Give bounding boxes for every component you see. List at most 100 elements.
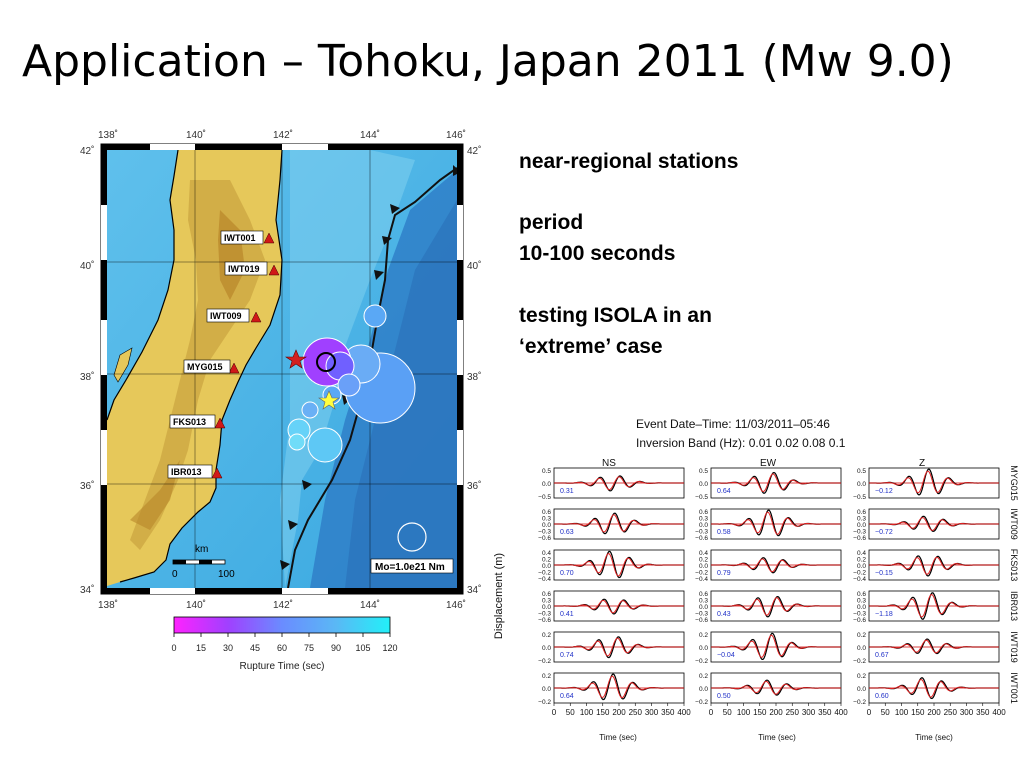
colorbar-tick: 30 <box>223 643 233 653</box>
scale-bar: km 0 100 <box>172 544 235 580</box>
synthetic-waveform <box>554 637 684 657</box>
y-tick-label: 0.6 <box>857 509 866 516</box>
y-tick-label: 0.0 <box>699 645 708 652</box>
synthetic-waveform <box>869 594 999 618</box>
y-tick-label: 0.5 <box>857 468 866 475</box>
colorbar-tick: 15 <box>196 643 206 653</box>
note-line-3: 10-100 seconds <box>519 242 676 265</box>
synthetic-waveform <box>711 597 841 616</box>
variance-reduction-label: 0.58 <box>717 529 731 536</box>
y-tick-label: 0.2 <box>699 632 708 639</box>
y-tick-label: 0.2 <box>542 632 551 639</box>
svg-text:100: 100 <box>218 569 235 580</box>
station-row-label: IWT019 <box>1009 631 1019 663</box>
y-tick-label: 0.5 <box>542 468 551 475</box>
x-tick-label: 400 <box>834 708 848 717</box>
x-tick-label: 400 <box>992 708 1006 717</box>
y-tick-label: 0.2 <box>699 673 708 680</box>
synthetic-waveform <box>869 517 999 531</box>
y-tick-label: 0.2 <box>542 673 551 680</box>
y-tick-label: 0.6 <box>857 591 866 598</box>
y-tick-label: 0.3 <box>857 516 866 523</box>
lat-tick-right: 38˚ <box>467 371 481 383</box>
x-tick-label: 300 <box>960 708 974 717</box>
y-tick-label: −0.2 <box>695 658 708 665</box>
station-marker <box>214 417 226 429</box>
x-tick-label: 350 <box>818 708 832 717</box>
rupture-time-colorbar <box>173 616 391 634</box>
lon-tick-bottom: 138˚ <box>98 599 118 611</box>
station-row-label: IBR013 <box>1009 591 1019 621</box>
y-tick-label: −0.6 <box>853 617 866 624</box>
station-row-label: MYG015 <box>1009 465 1019 501</box>
synthetic-waveform <box>711 511 841 535</box>
x-axis-label: Time (sec) <box>758 733 796 742</box>
y-tick-label: 0.2 <box>857 632 866 639</box>
trench-line <box>287 167 457 588</box>
x-tick-label: 150 <box>753 708 767 717</box>
y-tick-label: 0.0 <box>857 686 866 693</box>
x-tick-label: 300 <box>645 708 659 717</box>
y-tick-label: −0.2 <box>853 570 866 577</box>
y-tick-label: −0.3 <box>853 611 866 618</box>
x-tick-label: 100 <box>580 708 594 717</box>
lat-tick-left: 36˚ <box>80 480 94 492</box>
y-tick-label: −0.4 <box>538 576 551 583</box>
y-tick-label: −0.3 <box>695 529 708 536</box>
y-tick-label: 0.6 <box>542 591 551 598</box>
y-tick-label: −0.2 <box>538 699 551 706</box>
x-tick-label: 100 <box>737 708 751 717</box>
lat-tick-right: 34˚ <box>467 584 481 596</box>
y-tick-label: 0.5 <box>699 468 708 475</box>
x-tick-label: 0 <box>552 708 557 717</box>
x-tick-label: 100 <box>895 708 909 717</box>
x-tick-label: 200 <box>612 708 626 717</box>
synthetic-waveform <box>869 639 999 654</box>
y-tick-label: 0.0 <box>542 522 551 529</box>
y-tick-label: 0.0 <box>857 645 866 652</box>
y-tick-label: 0.0 <box>699 481 708 488</box>
station-markers <box>211 232 280 479</box>
x-tick-label: 50 <box>881 708 890 717</box>
y-tick-label: −0.6 <box>538 535 551 542</box>
note-line-5: ‘extreme’ case <box>519 335 663 358</box>
lat-tick-right: 42˚ <box>467 145 481 157</box>
variance-reduction-label: 0.60 <box>875 693 889 700</box>
colorbar-label: Rupture Time (sec) <box>239 661 324 672</box>
y-tick-label: 0.0 <box>857 481 866 488</box>
variance-reduction-label: 0.31 <box>560 488 574 495</box>
lon-tick-top: 146˚ <box>446 129 466 141</box>
y-tick-label: 0.3 <box>542 516 551 523</box>
y-tick-label: 0.6 <box>699 591 708 598</box>
inversion-band-header: Inversion Band (Hz): 0.01 0.02 0.08 0.1 <box>636 436 846 450</box>
y-tick-label: 0.0 <box>542 686 551 693</box>
y-tick-label: 0.4 <box>542 550 551 557</box>
y-tick-label: 0.6 <box>699 509 708 516</box>
station-row-label: FKS013 <box>1009 549 1019 582</box>
lon-tick-top: 138˚ <box>98 129 118 141</box>
lat-tick-right: 40˚ <box>467 260 481 272</box>
colorbar-tick: 45 <box>250 643 260 653</box>
x-axis-label: Time (sec) <box>915 733 953 742</box>
waveform-figure: Event Date–Time: 11/03/2011–05:46 Invers… <box>493 417 1019 742</box>
subevent-circle <box>307 427 343 463</box>
y-tick-label: 0.3 <box>699 598 708 605</box>
x-tick-label: 300 <box>802 708 816 717</box>
variance-reduction-label: 0.64 <box>560 693 574 700</box>
y-tick-label: 0.3 <box>542 598 551 605</box>
x-tick-label: 50 <box>566 708 575 717</box>
y-axis-label: Displacement (m) <box>493 553 505 639</box>
x-tick-label: 350 <box>976 708 990 717</box>
y-tick-label: 0.0 <box>857 522 866 529</box>
synthetic-waveform <box>554 553 684 577</box>
y-tick-label: 0.0 <box>542 481 551 488</box>
y-tick-label: −0.2 <box>538 658 551 665</box>
colorbar-tick: 75 <box>304 643 314 653</box>
lon-tick-bottom: 144˚ <box>360 599 380 611</box>
station-label: IWT009 <box>210 311 242 321</box>
station-row-label: IWT009 <box>1009 508 1019 540</box>
y-tick-label: −0.6 <box>538 617 551 624</box>
x-tick-label: 0 <box>709 708 714 717</box>
y-tick-label: −0.2 <box>695 570 708 577</box>
x-tick-label: 400 <box>677 708 691 717</box>
